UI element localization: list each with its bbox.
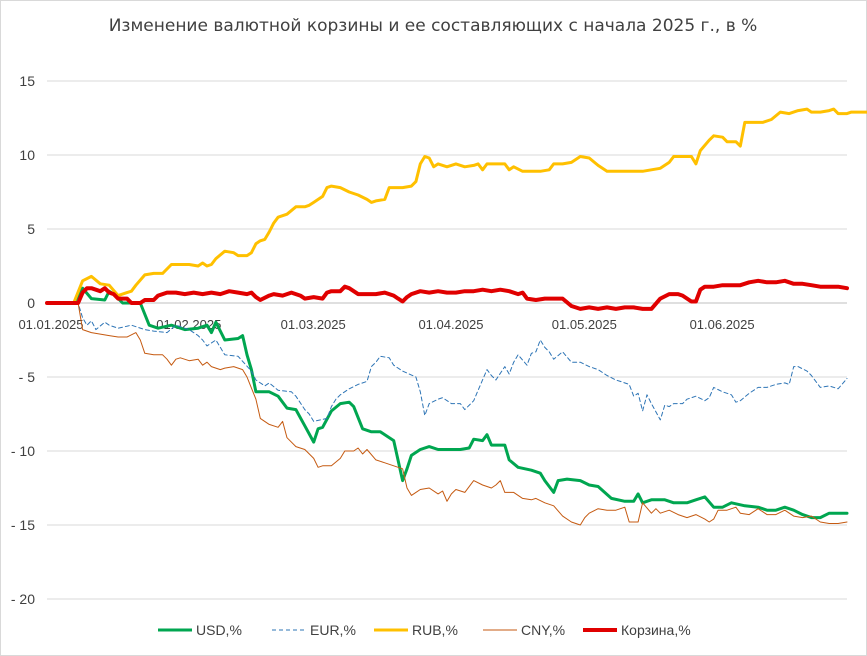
legend-label: EUR,% [310,622,356,638]
y-tick-label: - 10 [11,443,35,459]
series-line-2 [45,107,867,305]
chart-title: Изменение валютной корзины и ее составля… [109,16,758,36]
series-line-4 [45,278,849,311]
legend-label: RUB,% [412,622,458,638]
series-lines [45,107,867,526]
series-line-0 [45,286,849,520]
series-line-3 [46,302,848,526]
y-tick-label: 0 [27,295,35,311]
y-tick-label: 15 [19,73,35,89]
x-tick-labels: 01.01.2025 01.02.2025 01.03.2025 01.04.2025… [18,317,754,332]
legend-label: USD,% [196,622,242,638]
legend-label: Корзина,% [621,622,691,638]
y-tick-label: - 15 [11,517,35,533]
x-tick-label: 01.03.2025 [281,317,346,332]
y-tick-label: 10 [19,147,35,163]
y-tick-label: - 20 [11,591,35,607]
legend: USD,% EUR,% RUB,% CNY,% Корзина,% [158,622,691,638]
gridlines [47,80,847,600]
y-tick-label: 5 [27,221,35,237]
series-line-1 [46,302,848,422]
y-tick-labels: 15 10 5 0 - 5 - 10 - 15 - 20 [11,73,35,607]
y-tick-label: - 5 [19,369,36,385]
legend-label: CNY,% [521,622,565,638]
x-tick-label: 01.05.2025 [552,317,617,332]
x-tick-label: 01.06.2025 [690,317,755,332]
x-tick-label: 01.04.2025 [418,317,483,332]
x-tick-label: 01.01.2025 [18,317,83,332]
